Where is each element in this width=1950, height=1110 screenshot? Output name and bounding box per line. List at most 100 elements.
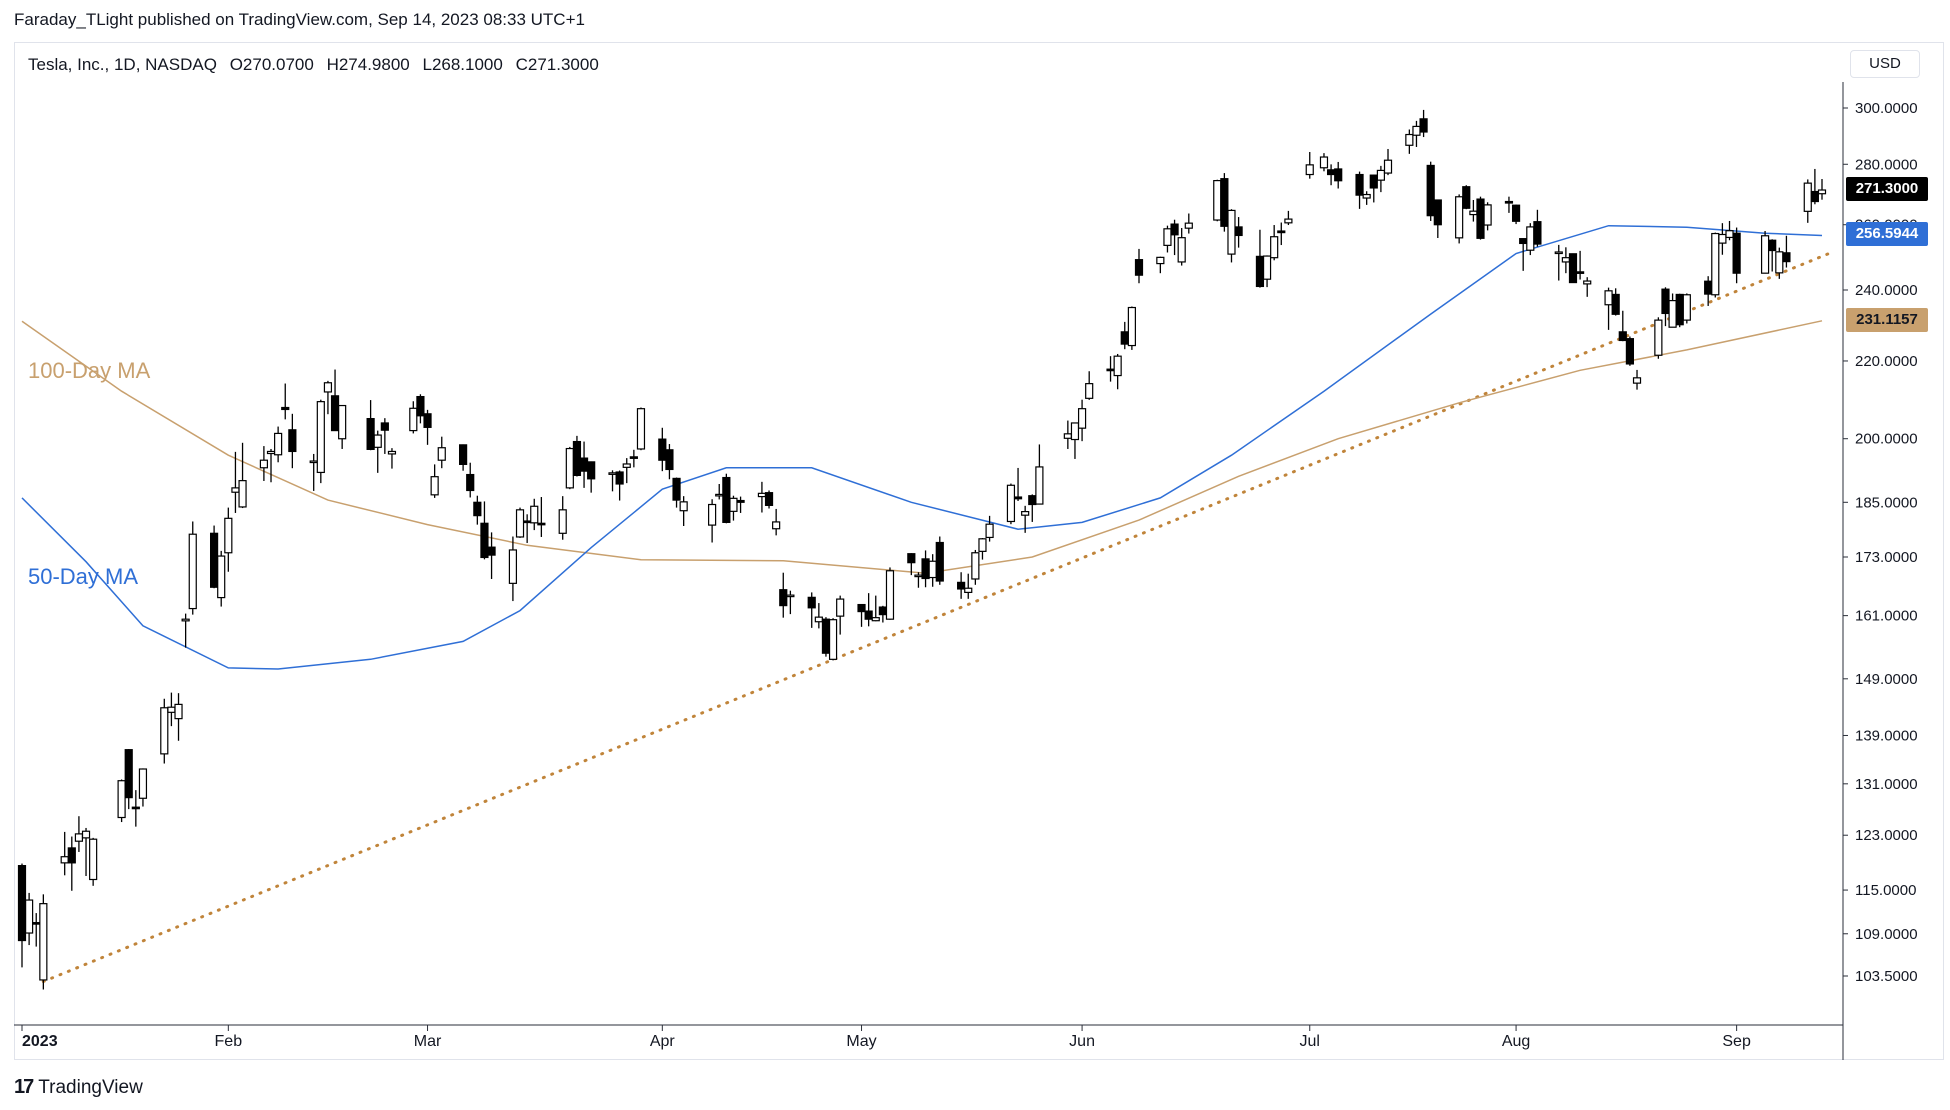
price-tick-label: 115.0000	[1855, 882, 1916, 899]
candle-body-down	[67, 847, 76, 864]
candle	[1326, 164, 1336, 186]
candle-body-up	[1803, 182, 1812, 212]
candle-body-up	[167, 706, 176, 713]
candle	[1284, 210, 1293, 226]
ma100-price-tag: 231.1157	[1846, 308, 1928, 332]
candle-body-down	[1533, 221, 1542, 245]
candle-body-down	[423, 413, 432, 428]
candle-body-up	[729, 497, 738, 512]
candle-body-up	[89, 838, 98, 881]
candle	[736, 496, 745, 513]
price-tick-label: 161.0000	[1855, 608, 1918, 625]
candle-body-up	[1035, 466, 1044, 505]
candle	[928, 554, 937, 587]
candle-body-up	[39, 903, 48, 981]
candle	[167, 692, 176, 727]
candle-body-up	[786, 594, 795, 598]
candle	[330, 369, 340, 432]
candle	[957, 572, 966, 599]
candle-body-up	[1284, 218, 1293, 224]
candle-body-down	[665, 449, 674, 471]
candle-body-up	[1632, 377, 1642, 384]
candle	[274, 426, 283, 463]
candle	[89, 837, 98, 886]
candle-body-up	[1760, 235, 1770, 274]
candle-body-up	[715, 493, 724, 497]
candle-body-down	[459, 444, 468, 465]
price-tick-label: 220.0000	[1855, 353, 1918, 370]
candle	[74, 816, 84, 852]
candle	[1177, 228, 1186, 266]
candle-body-up	[1127, 306, 1136, 347]
candle	[1120, 321, 1129, 350]
candle	[160, 698, 169, 764]
candle	[622, 458, 631, 484]
candle	[1718, 223, 1727, 255]
candle	[679, 496, 688, 527]
candle	[67, 836, 76, 891]
candle-body-down	[1511, 204, 1521, 222]
candle	[473, 495, 482, 525]
candle	[772, 508, 781, 536]
candle	[878, 605, 887, 623]
candle	[935, 536, 944, 585]
tradingview-logo[interactable]: 17 TradingView	[14, 1076, 143, 1099]
candle-body-up	[622, 463, 631, 468]
candle	[1618, 310, 1627, 342]
candle-body-up	[1682, 294, 1691, 321]
candle-body-up	[231, 487, 240, 493]
candle	[480, 501, 489, 560]
candle-body-up	[181, 618, 190, 622]
publisher-attribution: Faraday_TLight published on TradingView.…	[14, 10, 585, 29]
candle-body-up	[1561, 257, 1570, 263]
axes-layer: 300.0000280.0000260.0000240.0000220.0000…	[14, 82, 1918, 1060]
currency-button[interactable]: USD	[1850, 50, 1920, 78]
candle-body-up	[757, 492, 767, 498]
candle-body-up	[530, 505, 539, 524]
candle	[1426, 161, 1435, 221]
candle	[786, 590, 795, 615]
candle-body-up	[836, 598, 845, 617]
candle-body-down	[572, 440, 582, 477]
candle-body-down	[1028, 495, 1037, 506]
tradingview-logo-icon: 17	[14, 1076, 34, 1098]
candle	[1028, 494, 1037, 522]
candle	[138, 768, 148, 807]
candle	[1134, 248, 1144, 284]
candle-body-up	[978, 538, 987, 552]
candle	[39, 894, 48, 990]
candle	[1412, 120, 1421, 147]
candle	[1817, 179, 1827, 200]
candle	[466, 462, 475, 498]
candle-body-down	[17, 865, 27, 942]
candle	[1035, 444, 1044, 505]
candle	[1270, 225, 1279, 261]
candle-body-down	[1334, 168, 1343, 182]
candle	[1810, 168, 1819, 205]
candle-body-down	[764, 492, 774, 506]
candle	[558, 496, 567, 540]
candle-body-down	[1782, 252, 1791, 263]
candle	[871, 595, 880, 622]
candle	[1085, 371, 1094, 400]
trendline-layer	[41, 251, 1831, 984]
candle	[281, 383, 290, 420]
candle	[423, 409, 432, 445]
candle-body-down	[1134, 259, 1144, 276]
candle	[1782, 235, 1791, 268]
candle-body-down	[615, 471, 624, 485]
candle-body-down	[131, 806, 140, 810]
candle	[1334, 161, 1343, 189]
candle-body-up	[224, 517, 233, 554]
candle	[722, 473, 731, 524]
candle	[1213, 179, 1222, 222]
candle	[1170, 219, 1179, 256]
price-tick-label: 300.0000	[1855, 100, 1918, 117]
candle	[1711, 232, 1720, 298]
candle-body-down	[1661, 288, 1670, 315]
candle-body-up	[1483, 204, 1492, 226]
candle	[188, 521, 197, 615]
price-tick-label: 103.5000	[1855, 968, 1918, 985]
candle	[1526, 223, 1535, 256]
candle	[231, 451, 240, 513]
